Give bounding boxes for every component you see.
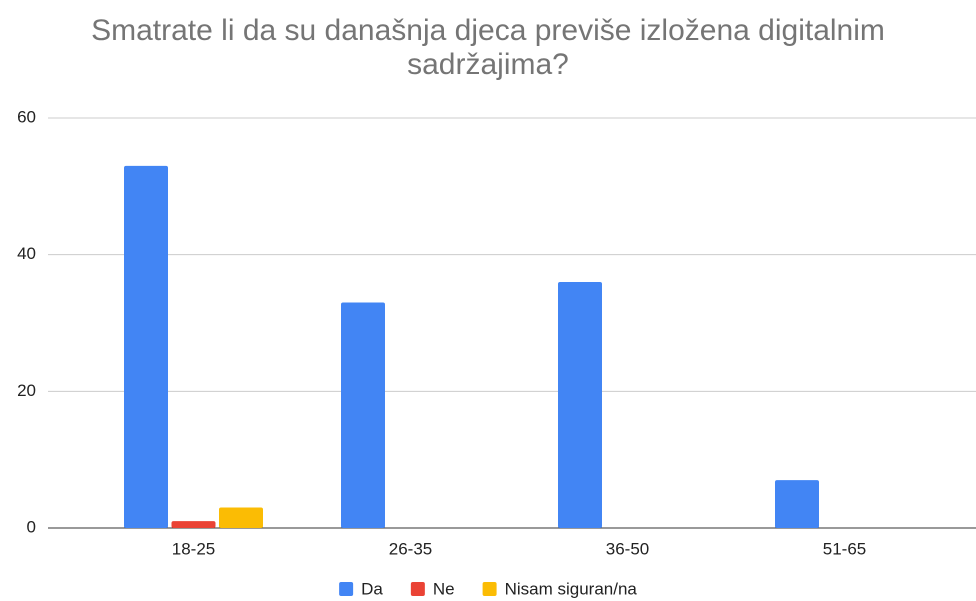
bar (775, 480, 819, 528)
x-tick-label: 51-65 (823, 539, 866, 558)
y-tick-label: 0 (27, 517, 36, 536)
x-tick-label: 26-35 (389, 539, 432, 558)
chart-title: Smatrate li da su današnja djeca previše… (91, 14, 885, 81)
legend-label: Ne (433, 579, 455, 598)
x-tick-label: 18-25 (172, 539, 215, 558)
legend-label: Da (361, 579, 383, 598)
legend-swatch (482, 582, 497, 596)
bar (124, 165, 168, 529)
y-tick-label: 20 (17, 381, 36, 400)
y-tick-label: 60 (17, 107, 36, 126)
bar (171, 521, 216, 528)
bar (341, 302, 385, 528)
legend-label: Nisam siguran/na (505, 579, 638, 598)
bar (219, 507, 263, 528)
bar (558, 282, 602, 528)
y-tick-label: 40 (17, 244, 36, 263)
legend-swatch (410, 582, 425, 596)
legend-swatch (339, 582, 354, 596)
x-tick-label: 36-50 (606, 539, 649, 558)
